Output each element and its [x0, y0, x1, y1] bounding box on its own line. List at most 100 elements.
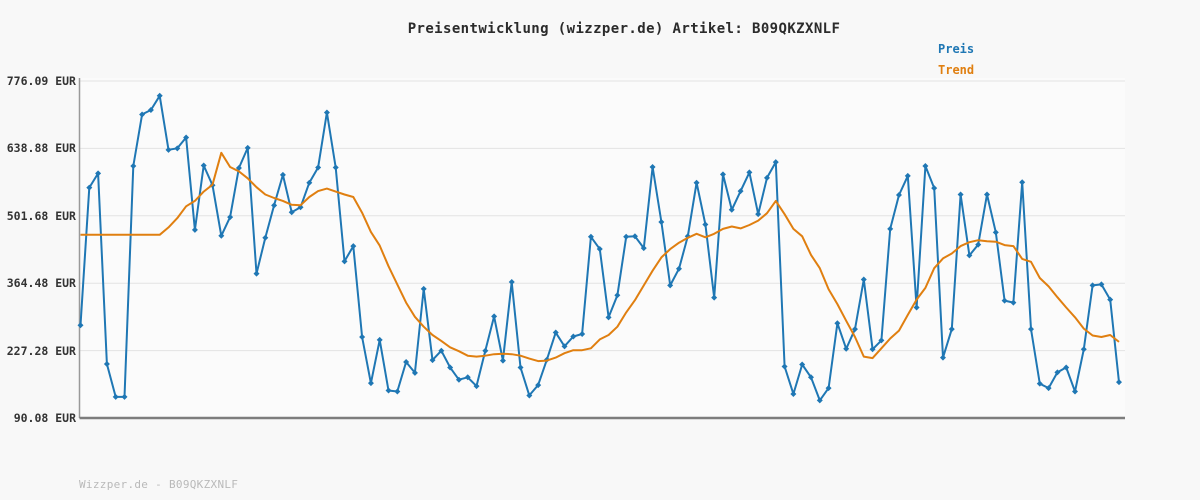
y-tick-label: 227.28 EUR	[6, 343, 76, 358]
data-point-marker	[341, 258, 348, 265]
data-point-marker	[1080, 346, 1087, 353]
data-point-marker	[447, 364, 454, 371]
data-point-marker	[1045, 385, 1052, 392]
data-point-marker	[623, 233, 630, 240]
data-point-marker	[895, 192, 902, 199]
data-point-marker	[200, 162, 207, 169]
data-point-marker	[279, 171, 286, 178]
data-point-marker	[799, 361, 806, 368]
data-point-marker	[693, 179, 700, 186]
data-point-marker	[948, 326, 955, 333]
data-point-marker	[816, 397, 823, 404]
y-tick-label: 364.48 EUR	[6, 276, 76, 291]
data-point-marker	[315, 164, 322, 171]
data-point-marker	[1098, 281, 1105, 288]
data-point-marker	[561, 343, 568, 350]
data-point-marker	[755, 211, 762, 218]
data-point-marker	[983, 191, 990, 198]
data-point-marker	[772, 159, 779, 166]
data-point-marker	[95, 170, 102, 177]
data-point-marker	[1036, 380, 1043, 387]
data-point-marker	[271, 202, 278, 209]
data-point-marker	[235, 164, 242, 171]
legend-item-preis: Preis	[938, 42, 975, 56]
data-point-marker	[411, 369, 418, 376]
data-point-marker	[1063, 364, 1070, 371]
data-point-marker	[526, 392, 533, 399]
data-point-marker	[702, 221, 709, 228]
data-point-marker	[473, 383, 480, 390]
data-point-marker	[1001, 297, 1008, 304]
data-point-marker	[323, 109, 330, 116]
data-point-marker	[491, 313, 498, 320]
data-point-marker	[1010, 299, 1017, 306]
data-point-marker	[1071, 388, 1078, 395]
data-point-marker	[807, 374, 814, 381]
data-point-marker	[1116, 379, 1122, 386]
legend-item-trend: Trend	[938, 63, 975, 77]
data-point-marker	[746, 169, 753, 176]
data-point-marker	[227, 214, 234, 221]
data-point-marker	[640, 245, 647, 252]
data-point-marker	[103, 361, 110, 368]
data-point-marker	[403, 359, 410, 366]
data-point-marker	[790, 390, 797, 397]
data-point-marker	[394, 388, 401, 395]
data-point-marker	[631, 233, 638, 240]
data-point-marker	[508, 278, 515, 285]
data-point-marker	[878, 337, 885, 344]
data-point-marker	[191, 226, 198, 233]
data-point-marker	[1107, 296, 1114, 303]
data-point-marker	[130, 163, 137, 170]
data-point-marker	[482, 347, 489, 354]
data-point-marker	[931, 185, 938, 192]
data-point-marker	[649, 164, 656, 171]
data-point-marker	[605, 314, 612, 321]
data-point-marker	[763, 174, 770, 181]
data-point-marker	[438, 347, 445, 354]
data-point-marker	[728, 206, 735, 213]
data-point-marker	[922, 163, 929, 170]
data-point-marker	[306, 179, 313, 186]
data-point-marker	[596, 246, 603, 253]
data-point-marker	[1019, 179, 1026, 186]
data-point-marker	[614, 292, 621, 299]
data-point-marker	[737, 188, 744, 195]
data-point-marker	[183, 134, 190, 141]
chart-title: Preisentwicklung (wizzper.de) Artikel: B…	[407, 21, 841, 37]
data-point-marker	[975, 241, 982, 248]
data-point-marker	[499, 357, 506, 364]
y-tick-label: 90.08 EUR	[13, 411, 76, 425]
data-point-marker	[860, 276, 867, 283]
data-point-marker	[825, 385, 832, 392]
data-point-marker	[535, 382, 542, 389]
data-point-marker	[957, 191, 964, 198]
data-point-marker	[121, 393, 128, 400]
data-point-marker	[552, 329, 559, 336]
series-line-trend	[80, 151, 1120, 363]
data-point-marker	[359, 333, 366, 340]
data-point-marker	[112, 393, 119, 400]
data-point-marker	[464, 374, 471, 381]
data-point-marker	[86, 184, 93, 191]
data-point-marker	[77, 322, 84, 329]
data-point-marker	[174, 145, 181, 152]
y-tick-label: 776.09 EUR	[6, 74, 76, 88]
data-point-marker	[244, 144, 251, 151]
data-point-marker	[350, 243, 357, 250]
data-point-marker	[587, 233, 594, 240]
data-point-marker	[455, 376, 462, 383]
data-point-marker	[420, 285, 427, 292]
data-point-marker	[156, 92, 163, 99]
data-point-marker	[376, 336, 383, 343]
y-tick-label: 638.88 EUR	[6, 141, 76, 156]
data-point-marker	[1027, 326, 1034, 333]
data-point-marker	[253, 270, 260, 277]
footer-watermark: Wizzper.de - B09QKZXNLF	[79, 478, 239, 491]
data-point-marker	[913, 304, 920, 311]
data-point-marker	[939, 354, 946, 361]
data-point-marker	[1089, 282, 1096, 289]
data-point-marker	[218, 232, 225, 239]
